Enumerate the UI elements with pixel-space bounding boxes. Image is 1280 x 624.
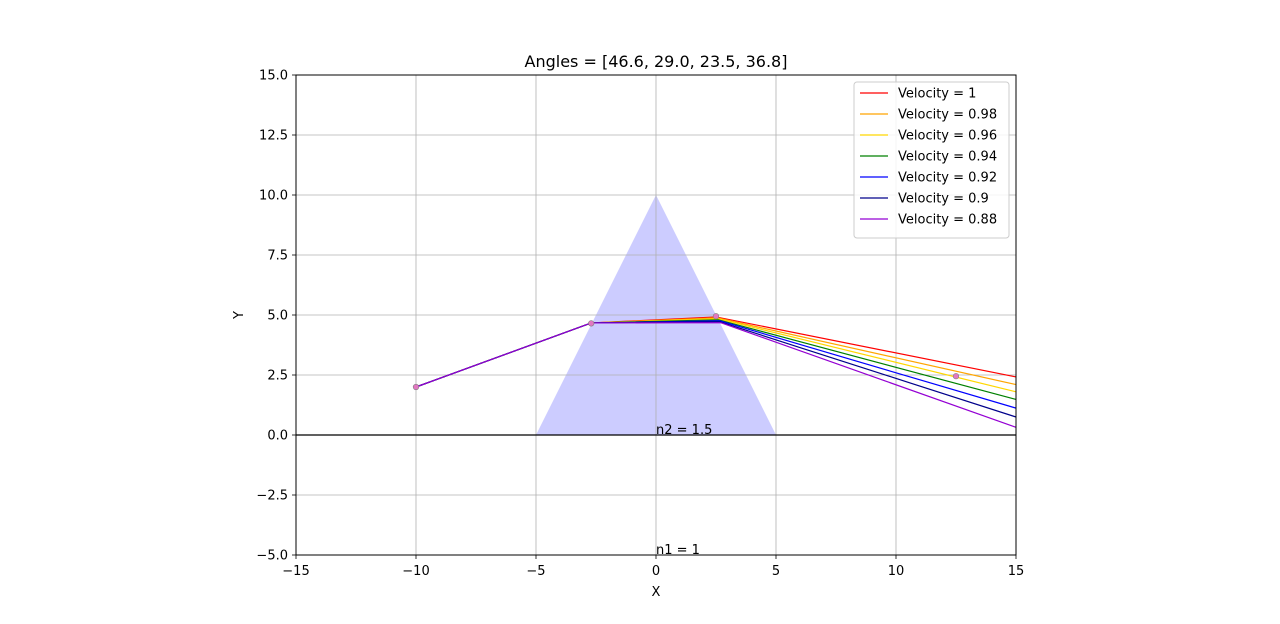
data-point	[712, 313, 720, 320]
legend-label: Velocity = 0.94	[898, 150, 997, 165]
annotation-label: n2 = 1.5	[656, 423, 712, 438]
x-tick-label: 0	[652, 564, 660, 579]
chart-title: Angles = [46.6, 29.0, 23.5, 36.8]	[525, 52, 788, 71]
data-point	[952, 373, 960, 380]
x-tick-label: 5	[772, 564, 780, 579]
y-tick-label: −5.0	[256, 549, 288, 564]
series-line	[415, 322, 1017, 428]
legend-label: Velocity = 0.88	[898, 213, 997, 228]
x-tick-label: 10	[888, 564, 905, 579]
legend-box	[853, 81, 1010, 239]
legend: Velocity = 1 Velocity = 0.98 Velocity = 0.…	[853, 81, 1010, 239]
data-point	[588, 320, 595, 327]
data-point	[412, 383, 420, 391]
y-tick-label: 2.5	[267, 369, 288, 384]
y-tick-label: −2.5	[256, 489, 288, 504]
x-tick-label: −15	[282, 564, 309, 579]
y-tick-label: 15.0	[259, 69, 288, 84]
legend-label: Velocity = 0.98	[898, 108, 997, 123]
annotation-label: n1 = 1	[656, 543, 700, 558]
plot-area: n2 = 1.5 n1 = 1 −15 −10 −5 0 5 10 15 −5.0 −2.5 0.0 2…	[256, 69, 1024, 580]
y-tick-label: 0.0	[267, 429, 288, 444]
y-tick-label: 5.0	[267, 309, 288, 324]
x-tick-label: −10	[402, 564, 429, 579]
y-tick-label: 10.0	[259, 189, 288, 204]
x-tick-label: 15	[1008, 564, 1025, 579]
y-tick-label: 7.5	[267, 249, 288, 264]
x-axis-label: X	[652, 585, 661, 600]
legend-label: Velocity = 0.96	[898, 129, 997, 144]
y-tick-label: 12.5	[259, 129, 288, 144]
legend-label: Velocity = 0.9	[898, 192, 989, 207]
y-axis-label: Y	[232, 311, 247, 320]
legend-label: Velocity = 1	[898, 87, 976, 102]
legend-label: Velocity = 0.92	[898, 171, 997, 186]
x-tick-label: −5	[526, 564, 545, 579]
